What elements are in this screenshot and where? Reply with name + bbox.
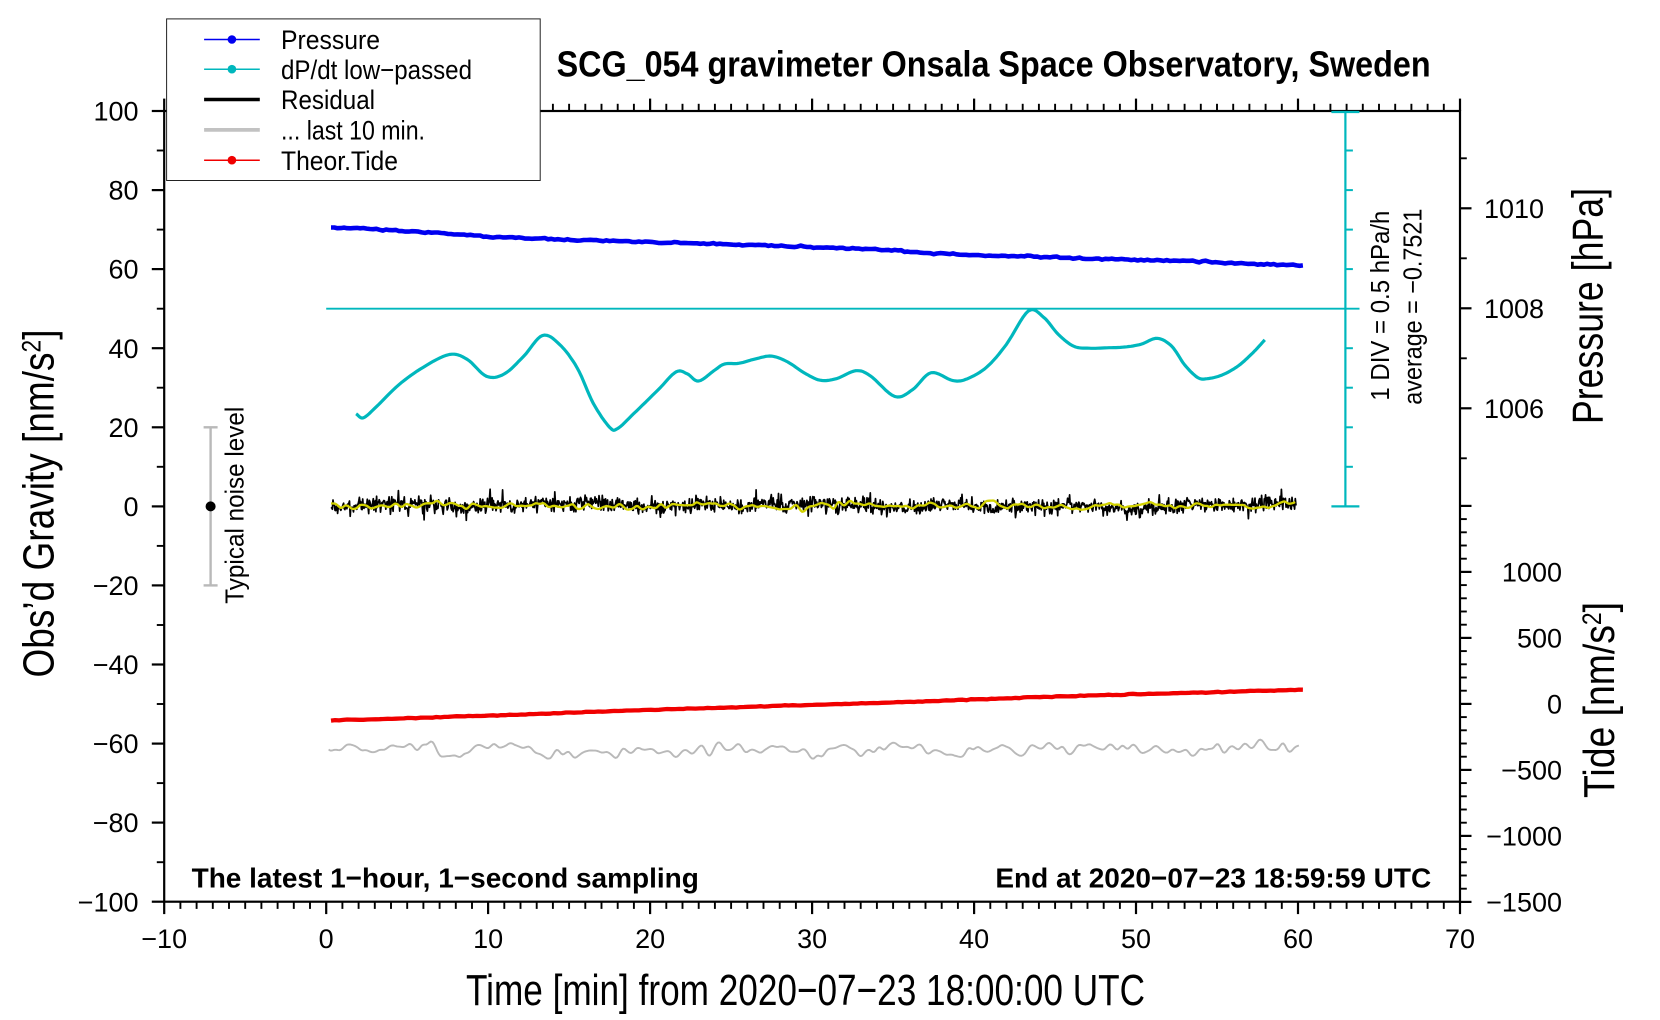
svg-text:−500: −500 [1501, 756, 1562, 786]
svg-text:60: 60 [108, 255, 138, 285]
svg-text:40: 40 [108, 334, 138, 364]
svg-text:Time [min] from 2020−07−23 18:: Time [min] from 2020−07−23 18:00:00 UTC [466, 966, 1145, 1015]
svg-text:−60: −60 [93, 729, 139, 759]
svg-text:Obs’d Gravity [nm/s2]: Obs’d Gravity [nm/s2] [15, 330, 64, 678]
svg-text:100: 100 [93, 97, 138, 127]
svg-text:1 DIV = 0.5 hPa/h: 1 DIV = 0.5 hPa/h [1365, 211, 1395, 401]
svg-text:−100: −100 [78, 887, 139, 917]
svg-text:Theor.Tide: Theor.Tide [281, 146, 398, 176]
svg-text:80: 80 [108, 176, 138, 206]
svg-text:−1500: −1500 [1486, 888, 1562, 918]
svg-text:dP/dt low−passed: dP/dt low−passed [281, 55, 472, 85]
svg-text:1006: 1006 [1484, 394, 1544, 424]
svg-text:0: 0 [319, 924, 334, 954]
svg-text:40: 40 [959, 924, 989, 954]
svg-text:... last 10 min.: ... last 10 min. [281, 116, 425, 146]
svg-text:−10: −10 [141, 924, 187, 954]
svg-text:1008: 1008 [1484, 294, 1544, 324]
svg-text:70: 70 [1445, 924, 1475, 954]
svg-text:60: 60 [1283, 924, 1313, 954]
svg-text:30: 30 [797, 924, 827, 954]
svg-text:1000: 1000 [1502, 558, 1562, 588]
svg-text:50: 50 [1121, 924, 1151, 954]
svg-text:1010: 1010 [1484, 194, 1544, 224]
svg-text:−20: −20 [93, 571, 139, 601]
svg-text:−1000: −1000 [1486, 822, 1562, 852]
svg-text:Pressure [hPa]: Pressure [hPa] [1564, 188, 1613, 424]
svg-text:500: 500 [1517, 624, 1562, 654]
svg-text:−40: −40 [93, 650, 139, 680]
svg-text:Pressure: Pressure [281, 25, 380, 55]
svg-text:End at 2020−07−23 18:59:59 UTC: End at 2020−07−23 18:59:59 UTC [995, 863, 1431, 894]
svg-text:The latest 1−hour, 1−second sa: The latest 1−hour, 1−second sampling [192, 863, 699, 894]
svg-text:Typical noise level: Typical noise level [220, 407, 250, 604]
svg-text:20: 20 [635, 924, 665, 954]
svg-text:10: 10 [473, 924, 503, 954]
svg-text:SCG_054 gravimeter Onsala Spac: SCG_054 gravimeter Onsala Space Observat… [557, 44, 1431, 85]
svg-text:average = −0.7521: average = −0.7521 [1398, 209, 1428, 405]
svg-text:0: 0 [123, 492, 138, 522]
svg-text:20: 20 [108, 413, 138, 443]
svg-text:Tide [nm/s2]: Tide [nm/s2] [1575, 602, 1624, 798]
svg-text:0: 0 [1547, 690, 1562, 720]
svg-text:−80: −80 [93, 808, 139, 838]
svg-text:Residual: Residual [281, 85, 375, 115]
